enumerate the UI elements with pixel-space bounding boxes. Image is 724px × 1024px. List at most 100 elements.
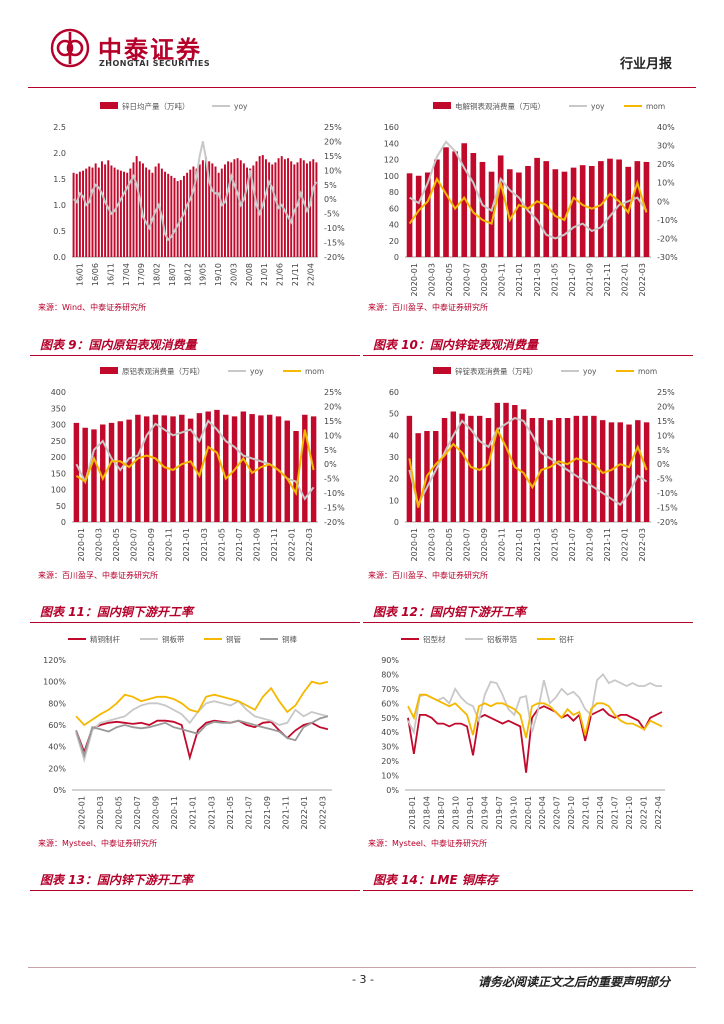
x-tick-label: 2021-07	[610, 796, 619, 829]
y-tick-label: 0.0	[53, 253, 66, 262]
bar	[556, 418, 562, 522]
bar	[233, 159, 236, 257]
brand-name-en: ZHONGTAI SECURITIES	[99, 59, 211, 68]
legend-label: 锌日均产量（万吨）	[122, 101, 190, 111]
bar	[195, 168, 198, 257]
source-note: 来源：百川盈孚、中泰证券研究所	[38, 571, 158, 580]
zhongtai-logo-icon	[50, 28, 90, 68]
x-tick-label: 2019-07	[495, 796, 504, 829]
x-tick-label: 2020-01	[77, 528, 86, 561]
bar	[520, 409, 527, 522]
bar	[164, 171, 167, 257]
bar	[91, 167, 94, 257]
bar	[157, 163, 160, 257]
y-tick-label: 100	[384, 172, 399, 181]
source-note: 来源：Wind、中泰证券研究所	[38, 303, 147, 312]
x-tick-label: 2021-09	[263, 796, 272, 829]
bar	[503, 402, 509, 522]
x-tick-label: 2020-03	[94, 528, 103, 561]
page-header: 中泰证券 ZHONGTAI SECURITIES 行业月报	[0, 0, 724, 90]
y2-tick-label: 0%	[657, 460, 670, 469]
y2-tick-label: 10%	[324, 166, 342, 175]
bar	[116, 169, 119, 257]
y-tick-label: 40	[389, 221, 399, 230]
bar	[123, 171, 126, 257]
x-tick-label: 2022-01	[300, 796, 309, 829]
x-tick-label: 2020-09	[147, 528, 156, 561]
y-tick-label: 0%	[386, 786, 399, 795]
legend-label: mom	[638, 367, 657, 376]
bar	[302, 414, 308, 522]
y2-tick-label: 5%	[657, 446, 670, 455]
y-tick-label: 2.5	[53, 123, 66, 132]
bar	[179, 414, 185, 522]
bar	[113, 167, 116, 257]
y2-tick-label: 5%	[324, 446, 337, 455]
bar	[97, 167, 100, 257]
bar	[433, 431, 439, 522]
x-tick-label: 2021-11	[603, 528, 612, 561]
y2-tick-label: -30%	[657, 253, 678, 262]
x-tick-label: 2020-11	[165, 528, 174, 561]
legend-label: 铝杆	[559, 634, 574, 644]
source-note: 来源：Mysteel、中泰证券研究所	[38, 839, 158, 848]
legend-label: 铜板带	[162, 634, 185, 644]
y2-tick-label: 20%	[657, 402, 675, 411]
x-tick-label: 2021-09	[586, 263, 595, 296]
y-tick-label: 50	[389, 410, 399, 419]
series-line	[75, 715, 329, 759]
bar	[424, 172, 431, 257]
bar	[152, 414, 159, 522]
y2-tick-label: 10%	[324, 431, 342, 440]
y-tick-label: 80%	[48, 699, 66, 708]
x-tick-label: 2019-04	[480, 796, 489, 829]
legend-label: 电解铜表观消费量（万吨）	[455, 101, 545, 111]
bar	[506, 169, 513, 257]
y-tick-label: 140	[384, 139, 399, 148]
x-tick-label: 2020-11	[170, 796, 179, 829]
bar	[608, 422, 615, 522]
x-tick-label: 2020-01	[524, 796, 533, 829]
bar	[129, 168, 132, 257]
bar	[570, 167, 577, 257]
chart-aluminum-downstream-rate: 0% 10% 20% 30% 40% 50% 60% 70% 80% 90% 2018-01 2018…	[363, 628, 693, 838]
y-tick-label: 400	[51, 388, 66, 397]
bar	[255, 161, 258, 257]
y-tick-label: 60%	[381, 699, 399, 708]
bar	[198, 164, 201, 257]
y2-tick-label: 25%	[657, 388, 675, 397]
bar	[201, 160, 204, 257]
y-tick-label: 10%	[381, 772, 399, 781]
bar	[479, 161, 486, 257]
series-line	[407, 673, 662, 736]
y2-tick-label: 20%	[324, 137, 342, 146]
series-line	[75, 700, 329, 763]
bar	[287, 158, 290, 257]
x-tick-label: 2021-01	[182, 528, 191, 561]
y2-tick-label: 25%	[324, 123, 342, 132]
x-tick-label: 2022-01	[621, 263, 630, 296]
legend-label: yoy	[583, 367, 597, 376]
bar	[239, 160, 242, 257]
report-type: 行业月报	[619, 57, 672, 72]
y-tick-label: 1.0	[53, 201, 66, 210]
bar	[271, 164, 274, 257]
y-tick-label: 0%	[53, 786, 66, 795]
bar	[78, 171, 81, 257]
chart-copper-downstream-rate: 0% 20% 40% 60% 80% 100% 120% 2020-01 2020-03 2020…	[30, 628, 360, 838]
y-tick-label: 1.5	[53, 175, 66, 184]
bar	[434, 159, 440, 257]
y2-tick-label: 25%	[324, 388, 342, 397]
legend-swatch	[433, 367, 451, 374]
x-tick-label: 2020-01	[77, 796, 86, 829]
bar	[634, 161, 641, 257]
bar	[148, 169, 151, 257]
y2-tick-label: -15%	[657, 504, 678, 513]
x-tick-label: 2021-11	[603, 263, 612, 296]
bar	[240, 411, 247, 522]
y2-tick-label: 10%	[657, 179, 675, 188]
legend-swatch	[100, 102, 118, 109]
legend-swatch	[100, 367, 118, 374]
x-tick-label: 17/04	[122, 263, 131, 286]
bar	[223, 414, 229, 522]
